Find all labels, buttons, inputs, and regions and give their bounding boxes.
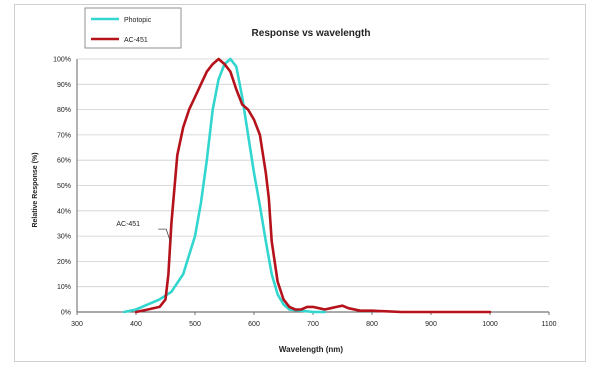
y-tick-label-90: 90% (57, 82, 71, 89)
y-tick-label-70: 70% (57, 132, 71, 139)
legend: Photopic AC-451 (84, 7, 182, 49)
y-tick-label-30: 30% (57, 234, 71, 241)
x-tick-label-600: 600 (248, 321, 260, 328)
annotation-leader-0 (158, 228, 171, 242)
y-tick-label-40: 40% (57, 208, 71, 215)
x-tick-label-500: 500 (189, 321, 201, 328)
x-axis-label: Wavelength (nm) (279, 345, 343, 354)
x-tick-label-400: 400 (130, 321, 142, 328)
x-tick-label-1000: 1000 (482, 321, 498, 328)
annotations: AC-451 (116, 221, 171, 242)
chart-frame: 0% 10% 20% 30% 40% 50% 60% 70% 80% 90% 100% 300 400 5… (14, 4, 586, 362)
response-chart: 0% 10% 20% 30% 40% 50% 60% 70% 80% 90% 100% 300 400 5… (32, 7, 557, 354)
chart-title: Response vs wavelength (252, 28, 371, 39)
series-lines (122, 57, 492, 314)
x-tick-label-900: 900 (425, 321, 437, 328)
y-tick-label-50: 50% (57, 183, 71, 190)
legend-label-ac451: AC-451 (124, 37, 148, 44)
legend-box (84, 7, 182, 49)
annotation-label-0: AC-451 (116, 221, 140, 228)
y-axis-label: Relative Response (%) (32, 152, 39, 227)
x-tick-label-1100: 1100 (541, 321, 556, 328)
grid-lines (77, 58, 549, 288)
x-tick-label-300: 300 (71, 321, 83, 328)
x-tick-label-700: 700 (307, 321, 319, 328)
series-line-ac-451 (134, 57, 492, 314)
legend-label-photopic: Photopic (124, 17, 152, 24)
y-tick-label-20: 20% (57, 259, 71, 266)
y-tick-label-10: 10% (57, 284, 71, 291)
y-tick-label-80: 80% (57, 107, 71, 114)
y-tick-label-100: 100% (53, 57, 71, 64)
series-line-photopic (122, 57, 327, 314)
y-tick-label-0: 0% (61, 310, 71, 317)
x-tick-label-800: 800 (366, 321, 378, 328)
y-tick-label-60: 60% (57, 158, 71, 165)
axes: 0% 10% 20% 30% 40% 50% 60% 70% 80% 90% 100% 300 400 5… (53, 57, 557, 329)
